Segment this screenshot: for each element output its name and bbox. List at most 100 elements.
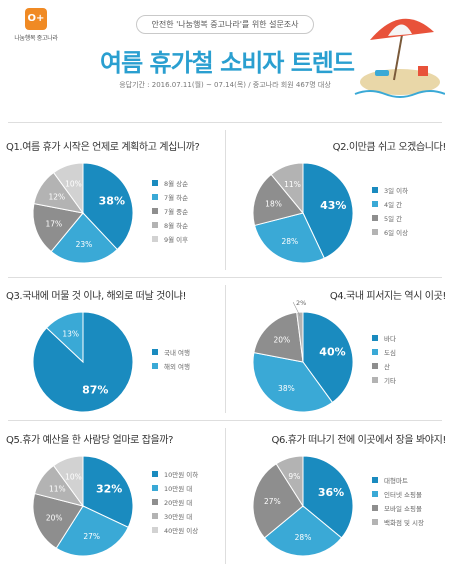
pie-value-label: 27% (264, 497, 281, 506)
q2-pie-chart: 43% 28% 18% 11% (252, 162, 354, 264)
legend-swatch (152, 485, 158, 491)
legend-item: 모바일 쇼핑몰 (372, 501, 424, 515)
q1-pie-chart: 38% 23% 17% 12%10% (32, 162, 134, 264)
q5-panel: Q5.휴가 예산을 한 사람당 얼마로 잡을까? 32% 27% 20% 11% 10%… (6, 431, 226, 572)
pie-value-label: 20% (273, 335, 290, 344)
q3-legend: 국내 여행 해외 여행 (152, 345, 190, 373)
divider (225, 130, 226, 270)
legend-item: 국내 여행 (152, 345, 190, 359)
pie-value-label: 18% (265, 199, 282, 208)
legend-swatch (372, 201, 378, 207)
legend-swatch (152, 527, 158, 533)
pie-value-label: 17% (45, 220, 62, 229)
pie-slice (45, 311, 84, 364)
legend-label: 4일 간 (384, 201, 403, 209)
pie-value-label: 11% (284, 180, 301, 189)
legend-label: 30만원 대 (164, 513, 193, 521)
legend-item: 8월 상순 (152, 176, 188, 190)
legend-label: 바다 (384, 335, 396, 343)
divider (225, 428, 226, 564)
legend-swatch (372, 519, 378, 525)
header: O+ 나눔행복 중고나라 안전한 '나눔행복 중고나라'를 위한 설문조사 여름… (0, 0, 450, 120)
pie-slice (270, 162, 304, 215)
legend-label: 7월 중순 (164, 208, 189, 216)
legend-item: 7월 중순 (152, 204, 188, 218)
legend-label: 백화점 및 시장 (384, 519, 425, 527)
pie-value-label: 43% (320, 199, 346, 212)
q1-panel: Q1.여름 휴가 시작은 언제로 계획하고 계십니까? 38% 23% 17% 12%… (6, 138, 226, 283)
divider (8, 420, 442, 421)
legend-label: 기타 (384, 377, 396, 385)
q5-title: Q5.휴가 예산을 한 사람당 얼마로 잡을까? (6, 435, 174, 446)
q4-panel: Q4.국내 피서지는 역시 이곳! 40% 38% 20% 2% 바다 도심 산 기타 (226, 287, 446, 432)
legend-item: 3일 이하 (372, 183, 408, 197)
pie-slice (252, 352, 334, 413)
pie-slice (52, 162, 84, 215)
pie-slice (275, 455, 304, 508)
legend-swatch (372, 349, 378, 355)
legend-item: 7월 하순 (152, 190, 188, 204)
q4-legend: 바다 도심 산 기타 (372, 331, 396, 387)
legend-item: 30만원 대 (152, 509, 198, 523)
legend-item: 산 (372, 359, 396, 373)
q6-pie-chart: 36% 28% 27% 9% (252, 455, 354, 557)
label-leader-line (292, 301, 301, 317)
logo-icon: O+ (25, 8, 47, 30)
legend-item: 기타 (372, 373, 396, 387)
legend-swatch (372, 215, 378, 221)
pie-slice (302, 162, 354, 259)
legend-label: 모바일 쇼핑몰 (384, 505, 422, 513)
beach-towel (375, 70, 389, 76)
legend-swatch (372, 335, 378, 341)
legend-swatch (152, 513, 158, 519)
survey-period: 응답기간 : 2016.07.11(월) ~ 07.14(목) / 중고나라 회… (119, 81, 331, 89)
q5-legend: 10만원 이하 10만원 대 20만원 대 30만원 대 40만원 이상 (152, 467, 198, 537)
q1-legend: 8월 상순 7월 하순 7월 중순 8월 하순 9월 이후 (152, 176, 188, 246)
legend-label: 5일 간 (384, 215, 403, 223)
pie-value-label: 2% (296, 299, 306, 307)
pie-slice (253, 311, 304, 363)
pie-slice (82, 162, 134, 251)
legend-label: 6일 이상 (384, 229, 409, 237)
sea-wave (354, 90, 445, 98)
q6-title: Q6.휴가 떠나기 전에 이곳에서 장을 봐야지! (271, 435, 446, 446)
legend-item: 6일 이상 (372, 225, 408, 239)
legend-item: 9월 이후 (152, 232, 188, 246)
pie-slice (32, 492, 84, 549)
pie-value-label: 10% (65, 180, 82, 189)
pie-value-label: 10% (65, 473, 82, 482)
legend-label: 3일 이하 (384, 187, 409, 195)
legend-swatch (152, 208, 158, 214)
pie-slice (50, 212, 118, 264)
legend-swatch (372, 187, 378, 193)
q4-pie-chart: 40% 38% 20% 2% (252, 299, 354, 413)
legend-item: 백화점 및 시장 (372, 515, 424, 529)
legend-label: 8월 하순 (164, 222, 189, 230)
beach-umbrella-illustration (354, 18, 445, 98)
umbrella-pole (393, 34, 403, 81)
legend-swatch (372, 477, 378, 483)
beach-bucket (418, 66, 428, 76)
legend-item: 20만원 대 (152, 495, 198, 509)
pie-value-label: 36% (318, 486, 344, 499)
pie-value-label: 38% (278, 384, 295, 393)
legend-label: 10만원 이하 (164, 471, 199, 479)
legend-item: 8월 하순 (152, 218, 188, 232)
legend-label: 40만원 이상 (164, 527, 199, 535)
legend-item: 바다 (372, 331, 396, 345)
legend-swatch (152, 363, 158, 369)
q1-title: Q1.여름 휴가 시작은 언제로 계획하고 계십니까? (6, 142, 200, 153)
legend-item: 4일 간 (372, 197, 408, 211)
pie-value-label: 11% (49, 485, 66, 494)
pie-slice (302, 455, 354, 539)
pie-slice (32, 203, 84, 253)
umbrella-stripe (388, 24, 412, 36)
pie-value-label: 23% (76, 240, 93, 249)
pie-slice (253, 212, 325, 264)
brand-logo: O+ 나눔행복 중고나라 (10, 8, 62, 42)
legend-label: 20만원 대 (164, 499, 193, 507)
divider (225, 285, 226, 413)
pie-slice (55, 505, 129, 557)
logo-text: 나눔행복 중고나라 (14, 35, 58, 42)
q4-title: Q4.국내 피서지는 역시 이곳! (329, 291, 447, 302)
